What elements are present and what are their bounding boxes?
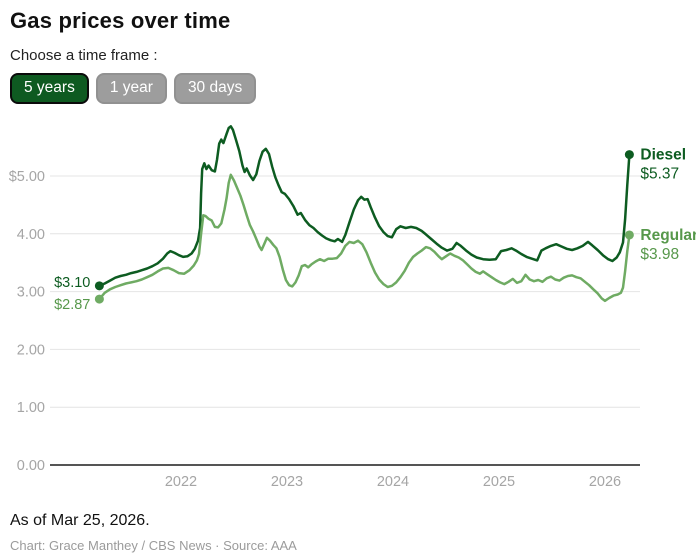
timeframe-button-5-years[interactable]: 5 years <box>10 73 89 104</box>
timeframe-prompt: Choose a time frame : <box>10 47 158 64</box>
regular-series-label: Regular <box>640 227 696 244</box>
x-axis-label: 2023 <box>271 474 303 490</box>
gas-price-chart: $5.00 4.00 3.00 2.00 1.00 0.00 2022 2023 2024 202… <box>0 104 696 508</box>
regular-start-value-label: $2.87 <box>54 297 90 313</box>
x-axis-label: 2024 <box>377 474 409 490</box>
regular-end-value-label: $3.98 <box>640 246 679 263</box>
timeframe-button-group: 5 years 1 year 30 days <box>10 73 696 104</box>
y-axis-label: 1.00 <box>17 400 45 416</box>
diesel-end-dot <box>624 150 634 160</box>
y-axis-label: 4.00 <box>17 227 45 243</box>
chart-footer: As of Mar 25, 2026. Chart: Grace Manthey… <box>10 512 696 553</box>
x-axis-label: 2026 <box>589 474 621 490</box>
line-chart-canvas: $5.00 4.00 3.00 2.00 1.00 0.00 2022 2023 2024 202… <box>9 125 696 490</box>
diesel-end-value-label: $5.37 <box>640 166 679 183</box>
timeframe-button-1-year[interactable]: 1 year <box>95 73 167 104</box>
y-axis-label: 0.00 <box>17 458 45 474</box>
page-title: Gas prices over time <box>10 8 231 33</box>
regular-end-dot <box>624 230 634 240</box>
diesel-series-label: Diesel <box>640 147 686 164</box>
y-axis-label: 3.00 <box>17 285 45 301</box>
diesel-start-dot <box>94 281 104 291</box>
chart-header: Gas prices over time Choose a time frame… <box>0 0 696 104</box>
as-of-date: As of Mar 25, 2026. <box>10 512 150 529</box>
regular-start-dot <box>94 294 104 304</box>
chart-credit: Chart: Grace Manthey / CBS News · Source… <box>10 538 297 553</box>
y-axis-label: 2.00 <box>17 342 45 358</box>
y-axis-label: $5.00 <box>9 169 45 185</box>
timeframe-button-30-days[interactable]: 30 days <box>173 73 257 104</box>
x-axis-label: 2025 <box>483 474 515 490</box>
diesel-line <box>98 125 631 288</box>
regular-line <box>98 173 631 303</box>
diesel-start-value-label: $3.10 <box>54 275 90 291</box>
x-axis-label: 2022 <box>165 474 197 490</box>
